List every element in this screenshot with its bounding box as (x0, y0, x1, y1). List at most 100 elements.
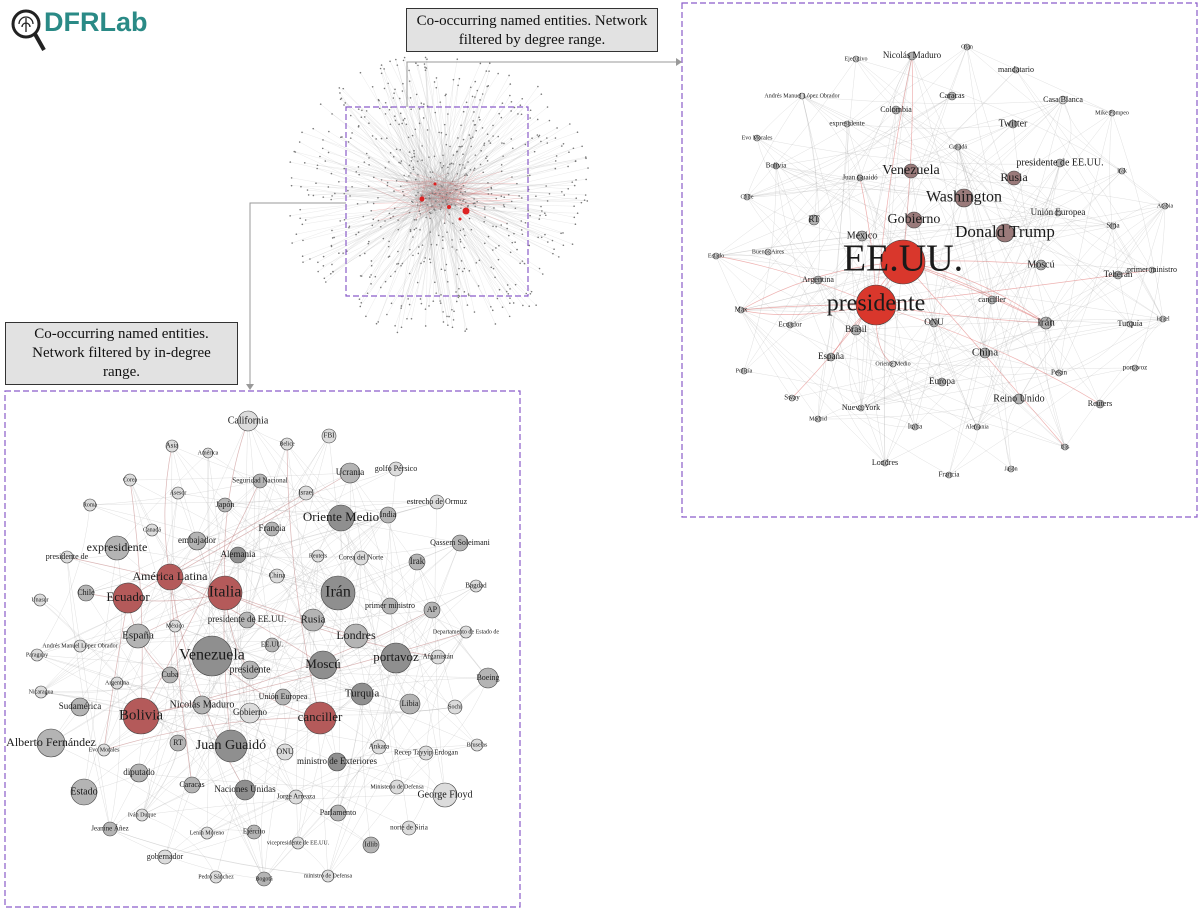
edge (327, 657, 397, 877)
node-label: Ankara (369, 743, 390, 751)
edge (902, 55, 913, 263)
edge (418, 195, 431, 254)
edge (399, 98, 452, 185)
edge (443, 204, 510, 304)
edge (415, 179, 449, 189)
node (445, 193, 448, 196)
node (459, 625, 473, 639)
edge (437, 195, 508, 224)
node (416, 281, 419, 284)
node (530, 290, 533, 293)
edge (206, 746, 380, 834)
node (1055, 158, 1065, 168)
edge (103, 696, 284, 751)
node (539, 214, 541, 217)
node (459, 145, 462, 148)
edge (340, 204, 425, 222)
node (581, 145, 583, 148)
node (398, 123, 400, 126)
node-label: Reuters (309, 553, 328, 559)
node (576, 212, 579, 214)
edge (456, 173, 467, 202)
edge (424, 64, 441, 210)
node (463, 291, 466, 293)
edge (746, 170, 912, 198)
zoom-box (345, 106, 529, 297)
edge (976, 205, 1166, 428)
edge (375, 185, 421, 277)
edge (450, 196, 573, 245)
node (351, 132, 353, 134)
edge (421, 151, 457, 210)
edge (336, 744, 478, 763)
node (366, 201, 369, 203)
edge (317, 165, 449, 183)
node-label: Canadá (949, 144, 967, 150)
edge (307, 189, 432, 203)
node (362, 836, 380, 854)
edge (79, 619, 314, 647)
edge (449, 160, 556, 190)
node (562, 244, 565, 247)
edge (427, 106, 457, 188)
node (459, 229, 462, 232)
node (343, 192, 346, 195)
node (483, 208, 486, 210)
edge (169, 674, 286, 753)
node (280, 437, 294, 451)
node (511, 176, 513, 178)
edge (452, 209, 510, 317)
node (433, 155, 436, 158)
node (417, 191, 419, 194)
edge (398, 124, 446, 204)
node (529, 109, 532, 112)
edge (801, 95, 915, 221)
edge (349, 187, 443, 227)
edge (430, 136, 499, 187)
edge (1044, 322, 1066, 448)
edge (435, 202, 466, 205)
edge (431, 165, 444, 189)
edge (450, 183, 461, 231)
edge (801, 95, 1114, 227)
edge (366, 153, 440, 207)
edge (452, 152, 570, 207)
node (435, 86, 438, 89)
edge (305, 492, 439, 658)
edge (361, 117, 438, 196)
edge (1058, 323, 1131, 374)
node-label: Italia (908, 423, 923, 431)
edge (440, 137, 459, 200)
node (370, 260, 373, 262)
edge (408, 137, 450, 198)
edge (791, 261, 904, 399)
edge (393, 93, 419, 202)
edge (417, 123, 420, 203)
node (360, 301, 363, 304)
edge (411, 160, 428, 201)
node-label: Italia (209, 584, 242, 601)
edge (860, 372, 1060, 409)
edge (434, 155, 444, 193)
edge (416, 146, 463, 199)
edge (378, 205, 438, 221)
node-label: Europa (929, 376, 955, 386)
edges (715, 46, 1166, 476)
edge (439, 200, 452, 205)
node-label: Israel (1156, 316, 1170, 322)
node-label: Colombia (880, 105, 912, 114)
edge (442, 184, 496, 278)
node (444, 269, 446, 272)
node (331, 113, 333, 115)
edge (141, 625, 176, 816)
edge (892, 299, 993, 365)
node-label: Londres (872, 458, 898, 467)
node (369, 276, 371, 278)
edge (169, 576, 193, 786)
node (398, 161, 400, 164)
node (238, 611, 256, 629)
node (384, 101, 387, 104)
edge (444, 187, 542, 207)
edge (388, 161, 424, 200)
node (264, 637, 280, 653)
